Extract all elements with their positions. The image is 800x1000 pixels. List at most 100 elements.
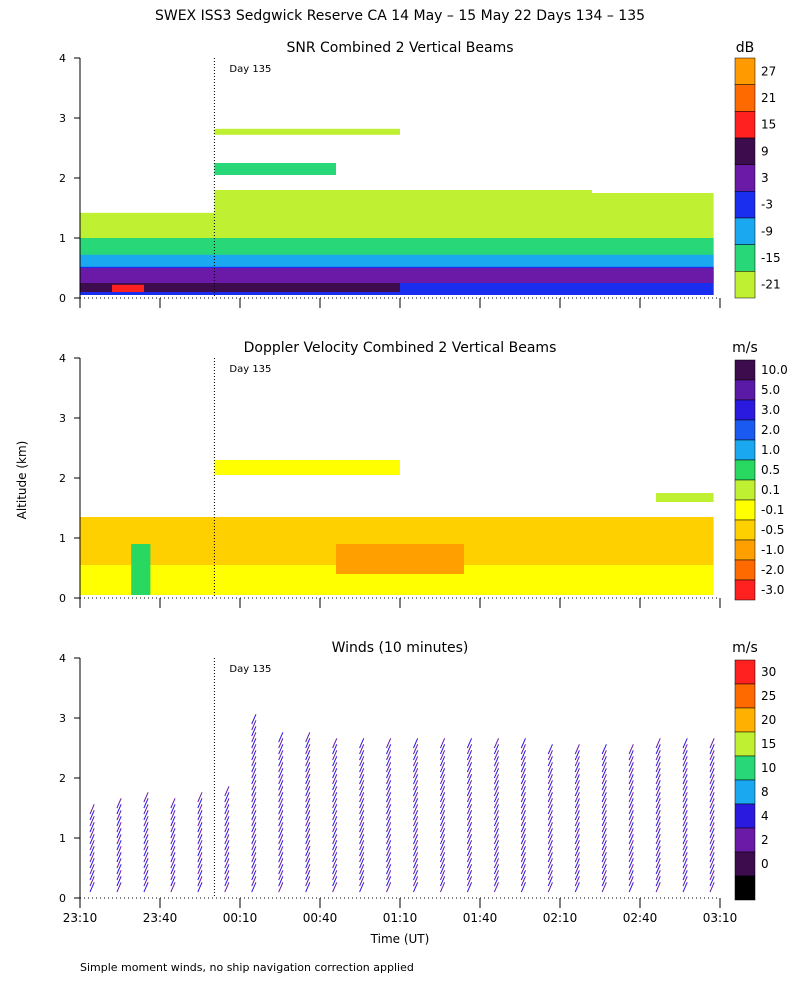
wind-barb xyxy=(439,780,446,791)
wind-barb xyxy=(493,804,500,815)
wind-barb xyxy=(278,858,284,869)
wind-barb xyxy=(574,768,580,779)
wind-barb xyxy=(359,864,365,875)
colorbar-label: 3.0 xyxy=(761,403,780,417)
x-tick-label: 23:10 xyxy=(63,911,98,925)
wind-barb xyxy=(601,762,607,773)
wind-barb xyxy=(332,876,338,887)
wind-barb xyxy=(89,882,95,893)
y-tick-label: 1 xyxy=(59,232,66,245)
wind-barb xyxy=(601,870,607,881)
wind-barb xyxy=(547,768,553,779)
wind-barb xyxy=(251,840,257,851)
x-tick-label: 03:10 xyxy=(703,911,738,925)
wind-barb xyxy=(547,786,553,797)
wind-barb xyxy=(601,798,607,809)
wind-barb xyxy=(493,786,500,797)
wind-barb xyxy=(682,858,688,869)
wind-barb xyxy=(574,798,580,809)
wind-barb xyxy=(682,834,688,845)
wind-barb xyxy=(466,774,473,785)
wind-barb xyxy=(682,792,688,803)
wind-barb xyxy=(224,852,230,863)
wind-barb xyxy=(359,828,365,839)
wind-barb xyxy=(547,852,553,863)
wind-barb xyxy=(332,738,338,749)
wind-barb xyxy=(413,858,419,869)
wind-barb xyxy=(413,750,419,761)
wind-barb xyxy=(601,846,607,857)
wind-barb xyxy=(628,750,634,761)
wind-barb xyxy=(547,840,553,851)
wind-barb xyxy=(305,882,311,893)
wind-barb xyxy=(251,846,257,857)
wind-barb xyxy=(601,822,607,833)
wind-barb xyxy=(251,798,257,809)
wind-barb xyxy=(116,834,122,845)
wind-barb xyxy=(466,762,473,773)
wind-barb xyxy=(359,834,365,845)
wind-barb xyxy=(197,828,203,839)
wind-barb xyxy=(628,810,634,821)
wind-barb xyxy=(278,810,284,821)
wind-barb xyxy=(359,774,365,785)
wind-barb xyxy=(439,852,446,863)
wind-barb xyxy=(520,786,526,797)
wind-barb xyxy=(466,834,473,845)
wind-barb xyxy=(628,780,634,791)
wind-barb xyxy=(493,738,500,749)
wind-barb xyxy=(547,810,553,821)
wind-barb xyxy=(655,858,661,869)
colorbar-units: dB xyxy=(736,40,755,56)
wind-barb xyxy=(224,870,230,881)
wind-barb xyxy=(601,828,607,839)
wind-barb xyxy=(251,852,257,863)
wind-barb xyxy=(386,840,392,851)
wind-barb xyxy=(466,744,473,755)
wind-barb xyxy=(628,816,634,827)
wind-barb xyxy=(305,864,311,875)
wind-barb xyxy=(547,756,553,767)
x-axis-label: Time (UT) xyxy=(370,932,430,946)
colorbar-label: 9 xyxy=(761,144,769,158)
wind-barb xyxy=(601,834,607,845)
y-tick-label: 2 xyxy=(59,472,66,485)
wind-barb xyxy=(197,822,203,833)
wind-barb xyxy=(359,786,365,797)
wind-barb xyxy=(359,738,365,749)
colorbar-swatch xyxy=(734,519,756,541)
wind-barb xyxy=(359,780,365,791)
wind-barb xyxy=(628,882,634,893)
wind-barb xyxy=(520,828,526,839)
wind-barb xyxy=(574,840,580,851)
wind-barb xyxy=(278,846,284,857)
wind-barb xyxy=(439,774,446,785)
wind-barb xyxy=(493,756,500,767)
wind-barb xyxy=(655,864,661,875)
wind-barb xyxy=(386,774,392,785)
wind-barb xyxy=(278,786,284,797)
wind-barb xyxy=(278,816,284,827)
x-tick-label: 01:10 xyxy=(383,911,418,925)
doppler-panel: Doppler Velocity Combined 2 Vertical Bea… xyxy=(59,340,788,608)
y-tick-label: 4 xyxy=(59,52,66,65)
colorbar-swatch xyxy=(734,803,756,829)
wind-barb xyxy=(305,798,311,809)
colorbar-units: m/s xyxy=(732,340,758,356)
wind-barb xyxy=(493,840,500,851)
wind-barb xyxy=(466,756,473,767)
wind-barb xyxy=(709,744,715,755)
x-tick-label: 02:40 xyxy=(623,911,658,925)
wind-barb xyxy=(170,822,176,833)
wind-barb xyxy=(116,810,122,821)
wind-barb xyxy=(466,798,473,809)
wind-barb xyxy=(439,834,446,845)
wind-barb xyxy=(89,858,95,869)
wind-barb xyxy=(628,870,634,881)
wind-barb xyxy=(197,876,203,887)
wind-barb xyxy=(439,864,446,875)
wind-barb xyxy=(655,786,661,797)
wind-barb xyxy=(197,810,203,821)
wind-barb xyxy=(466,768,473,779)
wind-barb xyxy=(359,744,365,755)
